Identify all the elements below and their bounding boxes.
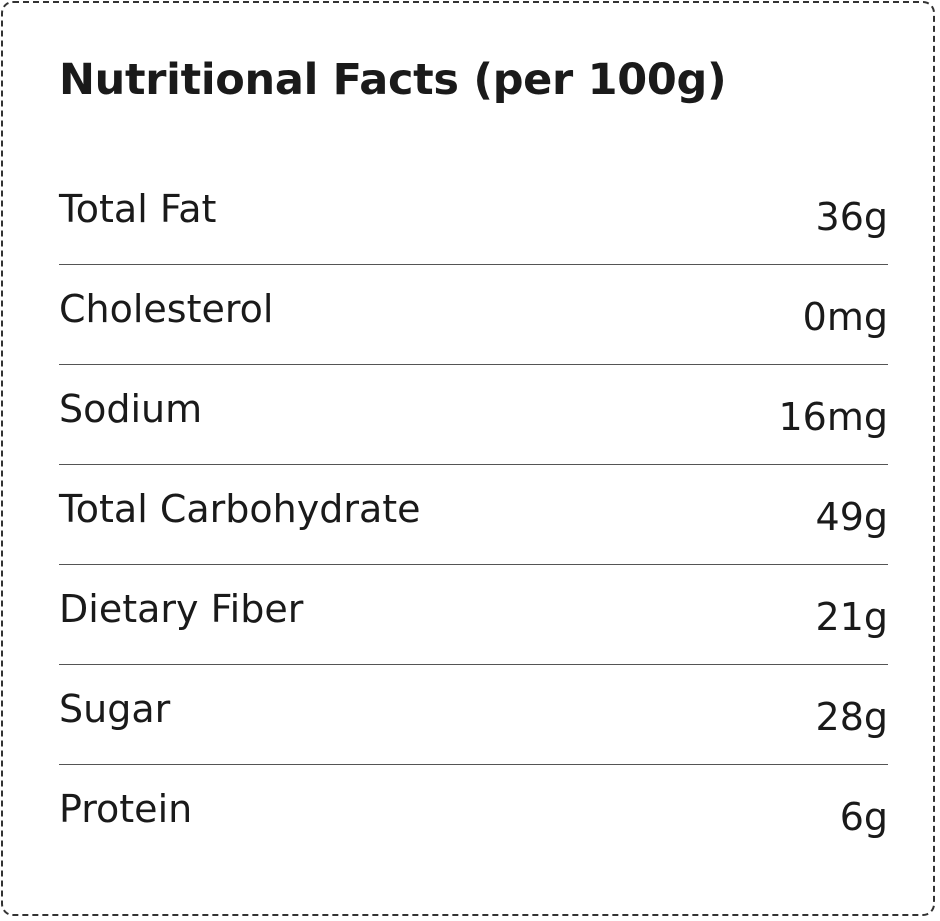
nutrient-value: 36g (815, 195, 888, 239)
nutrient-label: Sodium (59, 387, 203, 431)
nutrient-value: 49g (815, 495, 888, 539)
nutrition-row: Sugar 28g (59, 665, 888, 765)
nutrition-row: Total Fat 36g (59, 165, 888, 265)
nutrition-table: Total Fat 36g Cholesterol 0mg Sodium 16mg T… (59, 165, 888, 865)
nutrient-value: 21g (815, 595, 888, 639)
nutrient-value: 16mg (778, 395, 889, 439)
nutrition-row: Cholesterol 0mg (59, 265, 888, 365)
nutrition-row: Dietary Fiber 21g (59, 565, 888, 665)
nutrient-value: 28g (815, 695, 888, 739)
nutrient-value: 0mg (802, 295, 888, 339)
nutrition-row: Sodium 16mg (59, 365, 888, 465)
nutrient-label: Total Carbohydrate (59, 487, 421, 531)
card-title: Nutritional Facts (per 100g) (59, 55, 727, 105)
nutrition-row: Protein 6g (59, 765, 888, 865)
nutrient-label: Dietary Fiber (59, 587, 304, 631)
nutrient-label: Total Fat (59, 187, 217, 231)
nutrient-label: Protein (59, 787, 193, 831)
nutrition-row: Total Carbohydrate 49g (59, 465, 888, 565)
nutrient-label: Cholesterol (59, 287, 274, 331)
nutrient-label: Sugar (59, 687, 171, 731)
nutrient-value: 6g (839, 795, 888, 839)
